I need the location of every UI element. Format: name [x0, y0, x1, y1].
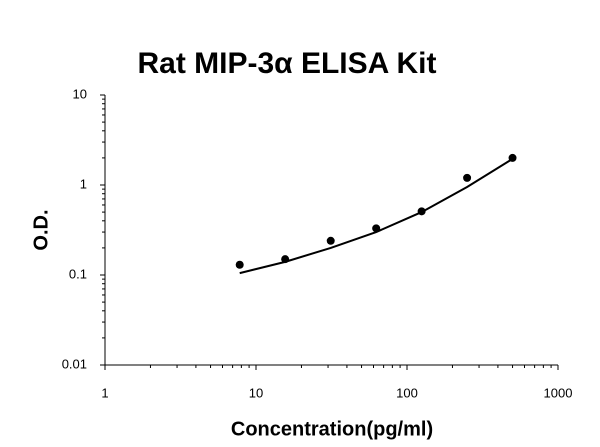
x-tick-label: 10: [249, 385, 263, 400]
data-point: [326, 236, 335, 245]
data-point: [463, 173, 472, 182]
y-tick-label: 1: [80, 176, 87, 191]
chart-title: Rat MIP-3α ELISA Kit: [137, 47, 436, 80]
x-tick-label: 1000: [544, 385, 573, 400]
y-tick-label: 0.01: [62, 356, 87, 371]
fit-curve: [239, 158, 514, 275]
y-tick-label: 0.1: [69, 266, 87, 281]
y-tick-label: 10: [73, 86, 87, 101]
x-axis-label: Concentration(pg/ml): [231, 418, 433, 440]
x-tick-label: 1: [101, 385, 108, 400]
x-tick-label: 100: [396, 385, 418, 400]
data-point: [235, 260, 244, 269]
y-axis-label: O.D.: [30, 209, 52, 250]
